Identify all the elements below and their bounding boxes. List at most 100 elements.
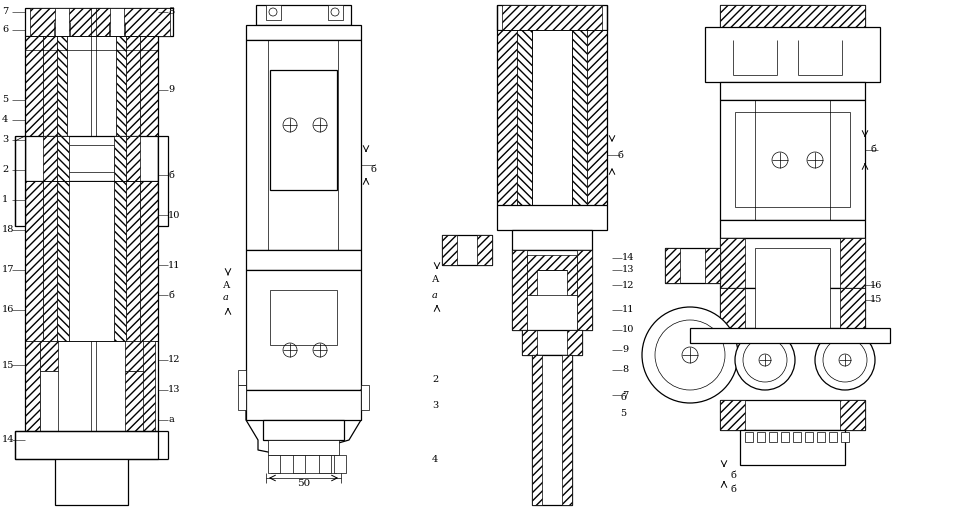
Bar xyxy=(319,455,331,473)
Bar xyxy=(527,255,577,295)
Text: 10: 10 xyxy=(168,210,181,220)
Text: 10: 10 xyxy=(622,325,635,335)
Bar xyxy=(720,288,865,328)
Bar xyxy=(720,238,865,288)
Bar xyxy=(442,235,457,265)
Bar xyxy=(740,430,845,465)
Bar xyxy=(268,455,280,473)
Bar xyxy=(817,432,825,442)
Bar xyxy=(140,181,158,341)
Bar xyxy=(246,250,361,270)
Bar xyxy=(246,270,361,390)
Text: 8: 8 xyxy=(622,366,628,374)
Bar xyxy=(507,205,597,230)
Text: а: а xyxy=(432,290,437,300)
Bar xyxy=(720,100,865,220)
Bar xyxy=(125,371,143,431)
Bar xyxy=(562,355,572,505)
Bar xyxy=(25,341,40,431)
Text: 18: 18 xyxy=(2,225,15,234)
Bar xyxy=(110,8,124,36)
Text: б: б xyxy=(730,471,736,480)
Bar xyxy=(755,248,830,328)
Bar xyxy=(114,136,126,181)
Text: б: б xyxy=(370,165,376,175)
Text: б: б xyxy=(168,170,174,179)
Circle shape xyxy=(655,320,725,390)
Text: 13: 13 xyxy=(168,385,181,394)
Bar xyxy=(805,432,813,442)
Text: 16: 16 xyxy=(2,305,15,314)
Bar xyxy=(256,5,351,25)
Bar xyxy=(690,328,890,343)
Text: 11: 11 xyxy=(168,260,181,269)
Bar xyxy=(497,30,517,205)
Text: б: б xyxy=(870,145,876,154)
Bar xyxy=(114,181,126,341)
Bar xyxy=(517,30,532,205)
Bar xyxy=(757,432,765,442)
Bar xyxy=(442,235,492,265)
Bar xyxy=(705,248,720,283)
Bar xyxy=(720,5,865,27)
Text: 8: 8 xyxy=(168,7,174,17)
Circle shape xyxy=(823,338,867,382)
Bar xyxy=(266,5,281,20)
Bar xyxy=(735,112,850,207)
Bar xyxy=(140,36,158,286)
Bar xyxy=(361,385,369,410)
Text: 6: 6 xyxy=(2,26,8,35)
Bar xyxy=(793,432,801,442)
Bar xyxy=(116,36,126,136)
Text: 5: 5 xyxy=(620,408,626,417)
Text: 13: 13 xyxy=(622,266,635,275)
Bar xyxy=(25,36,43,286)
Bar xyxy=(840,238,865,288)
Bar xyxy=(532,355,572,505)
Bar xyxy=(512,250,592,330)
Bar xyxy=(263,420,344,440)
Bar xyxy=(246,25,361,40)
Bar xyxy=(15,431,158,459)
Bar xyxy=(769,432,777,442)
Text: а: а xyxy=(168,415,174,425)
Bar xyxy=(238,385,246,410)
Text: 9: 9 xyxy=(622,346,628,355)
Bar xyxy=(43,136,57,181)
Bar xyxy=(720,400,865,430)
Bar xyxy=(158,136,168,226)
Bar xyxy=(55,8,69,36)
Bar xyxy=(69,181,114,341)
Text: 11: 11 xyxy=(622,305,635,314)
Bar xyxy=(665,248,680,283)
Circle shape xyxy=(743,338,787,382)
Text: 12: 12 xyxy=(168,356,181,365)
Bar xyxy=(512,250,527,330)
Bar xyxy=(334,455,346,473)
Bar xyxy=(537,270,567,315)
Text: 7: 7 xyxy=(622,391,628,400)
Bar xyxy=(25,8,173,36)
Text: 9: 9 xyxy=(168,85,174,95)
Bar xyxy=(522,330,537,355)
Circle shape xyxy=(735,330,795,390)
Bar xyxy=(497,5,607,30)
Bar xyxy=(532,355,542,505)
Bar xyxy=(720,288,745,328)
Text: 16: 16 xyxy=(870,280,883,290)
Bar xyxy=(720,5,865,27)
Bar xyxy=(126,136,140,181)
Bar xyxy=(55,459,128,505)
Bar xyxy=(720,400,745,430)
Bar xyxy=(328,5,343,20)
Text: 3: 3 xyxy=(2,135,8,144)
Bar xyxy=(665,248,720,283)
Text: 14: 14 xyxy=(2,436,15,445)
Bar xyxy=(587,30,607,205)
Bar xyxy=(246,40,361,250)
Text: б: б xyxy=(620,393,626,403)
Text: 50: 50 xyxy=(296,480,310,488)
Bar xyxy=(572,30,587,205)
Bar xyxy=(532,30,572,205)
Text: 4: 4 xyxy=(2,116,8,124)
